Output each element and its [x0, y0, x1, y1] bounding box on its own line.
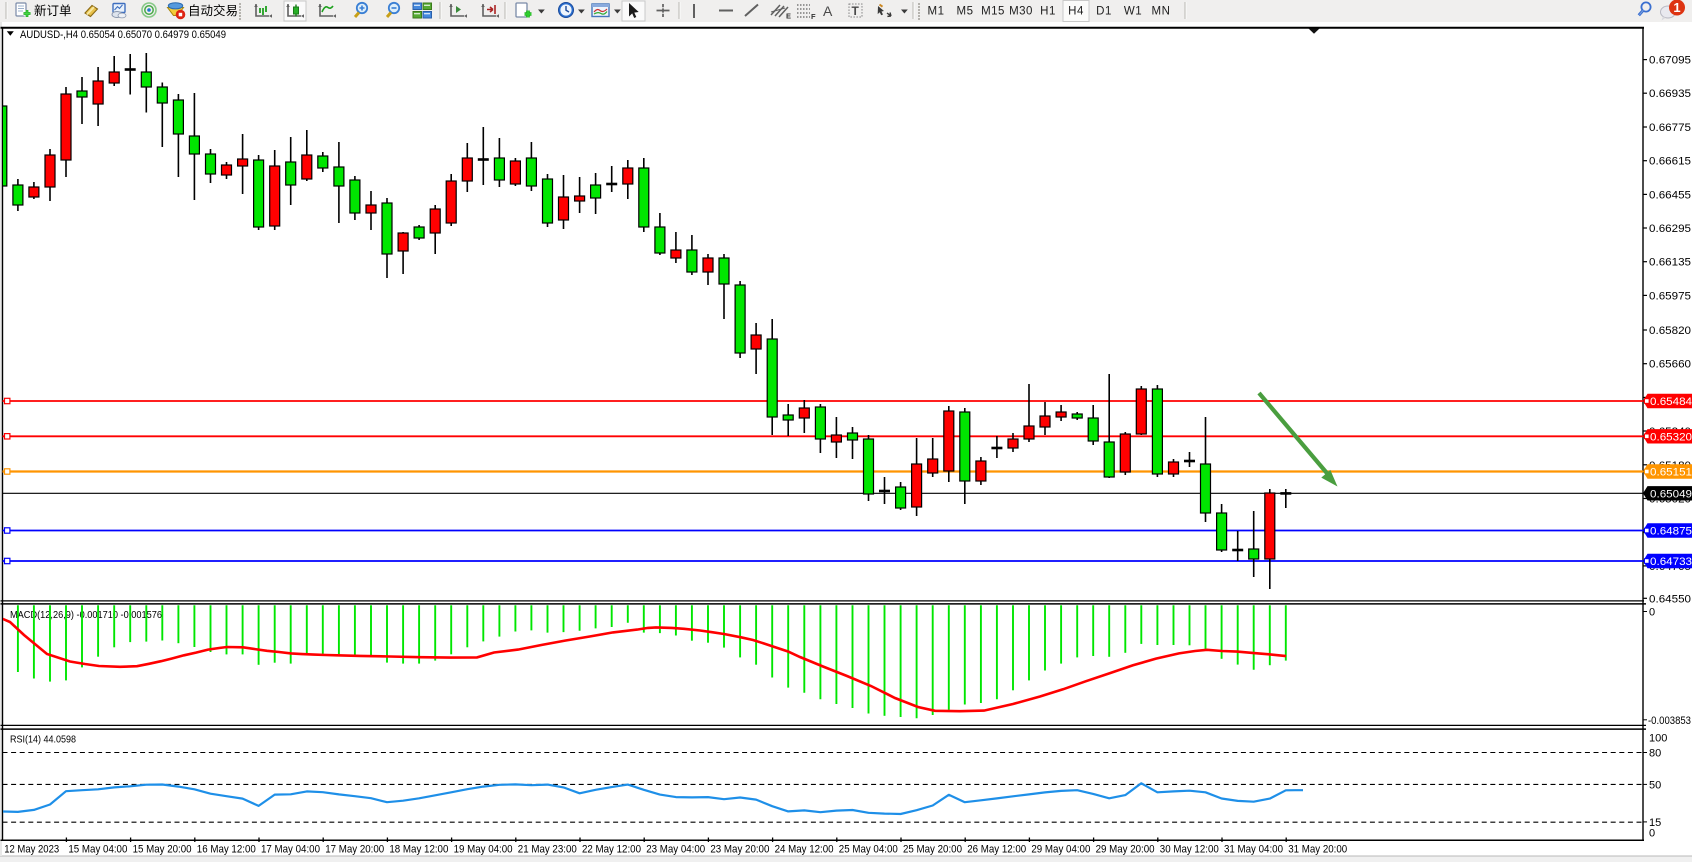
svg-text:0.65151: 0.65151	[1650, 467, 1692, 479]
svg-text:-0.003853: -0.003853	[1648, 715, 1691, 727]
svg-text:21 May 23:00: 21 May 23:00	[518, 844, 577, 856]
svg-text:A: A	[823, 3, 833, 19]
svg-text:0.65049: 0.65049	[1650, 488, 1692, 500]
svg-text:0.66295: 0.66295	[1649, 223, 1691, 235]
svg-text:0.66455: 0.66455	[1649, 189, 1691, 201]
svg-text:80: 80	[1649, 748, 1661, 760]
svg-text:0.66775: 0.66775	[1649, 122, 1691, 134]
svg-text:H1: H1	[1040, 6, 1056, 18]
svg-text:29 May 04:00: 29 May 04:00	[1031, 844, 1090, 856]
svg-text:0.64550: 0.64550	[1649, 593, 1691, 605]
svg-text:0.65484: 0.65484	[1650, 396, 1692, 408]
svg-text:T: T	[852, 4, 860, 18]
svg-text:100: 100	[1649, 733, 1667, 745]
svg-text:31 May 20:00: 31 May 20:00	[1288, 844, 1347, 856]
svg-text:自动交易: 自动交易	[188, 3, 238, 18]
svg-text:26 May 12:00: 26 May 12:00	[967, 844, 1026, 856]
svg-text:0: 0	[1649, 607, 1655, 619]
svg-text:0.65320: 0.65320	[1650, 431, 1692, 443]
svg-text:19 May 04:00: 19 May 04:00	[454, 844, 513, 856]
svg-text:0.65660: 0.65660	[1649, 359, 1691, 371]
svg-text:AUDUSD-,H4 0.65054 0.65070 0.: AUDUSD-,H4 0.65054 0.65070 0.64979 0.650…	[20, 29, 226, 41]
svg-text:0.66615: 0.66615	[1649, 156, 1691, 168]
svg-text:H4: H4	[1068, 6, 1084, 18]
svg-text:29 May 20:00: 29 May 20:00	[1096, 844, 1155, 856]
svg-text:MN: MN	[1152, 6, 1171, 18]
svg-text:0.66935: 0.66935	[1649, 88, 1691, 100]
svg-text:M1: M1	[928, 6, 945, 18]
svg-text:31 May 04:00: 31 May 04:00	[1224, 844, 1283, 856]
svg-text:24 May 12:00: 24 May 12:00	[775, 844, 834, 856]
svg-text:23 May 04:00: 23 May 04:00	[646, 844, 705, 856]
svg-text:15 May 04:00: 15 May 04:00	[68, 844, 127, 856]
svg-text:22 May 12:00: 22 May 12:00	[582, 844, 641, 856]
svg-text:50: 50	[1649, 779, 1661, 791]
svg-text:16 May 12:00: 16 May 12:00	[197, 844, 256, 856]
svg-text:25 May 04:00: 25 May 04:00	[839, 844, 898, 856]
svg-text:18 May 12:00: 18 May 12:00	[389, 844, 448, 856]
svg-text:0.65975: 0.65975	[1649, 290, 1691, 302]
svg-text:1: 1	[1673, 0, 1680, 15]
svg-text:F: F	[811, 12, 816, 21]
svg-text:M15: M15	[981, 6, 1005, 18]
svg-text:0: 0	[1649, 828, 1655, 840]
svg-text:23 May 20:00: 23 May 20:00	[710, 844, 769, 856]
svg-text:0.65820: 0.65820	[1649, 325, 1691, 337]
svg-text:15 May 20:00: 15 May 20:00	[133, 844, 192, 856]
svg-text:25 May 20:00: 25 May 20:00	[903, 844, 962, 856]
svg-text:新订单: 新订单	[34, 3, 72, 18]
svg-text:RSI(14) 44.0598: RSI(14) 44.0598	[10, 734, 76, 746]
svg-text:17 May 04:00: 17 May 04:00	[261, 844, 320, 856]
svg-text:12 May 2023: 12 May 2023	[4, 844, 59, 856]
svg-text:D1: D1	[1096, 6, 1112, 18]
svg-text:M5: M5	[957, 6, 974, 18]
svg-text:0.66135: 0.66135	[1649, 257, 1691, 269]
svg-text:E: E	[786, 12, 791, 21]
svg-text:30 May 12:00: 30 May 12:00	[1160, 844, 1219, 856]
svg-text:15: 15	[1649, 817, 1661, 829]
svg-text:17 May 20:00: 17 May 20:00	[325, 844, 384, 856]
svg-text:0.67095: 0.67095	[1649, 55, 1691, 67]
svg-text:MACD(12,26,9) -0.001710 -0.001: MACD(12,26,9) -0.001710 -0.001576	[10, 609, 162, 621]
svg-text:0.64875: 0.64875	[1650, 526, 1692, 538]
svg-text:W1: W1	[1124, 6, 1142, 18]
svg-text:M30: M30	[1009, 6, 1033, 18]
svg-text:0.64733: 0.64733	[1650, 556, 1692, 568]
